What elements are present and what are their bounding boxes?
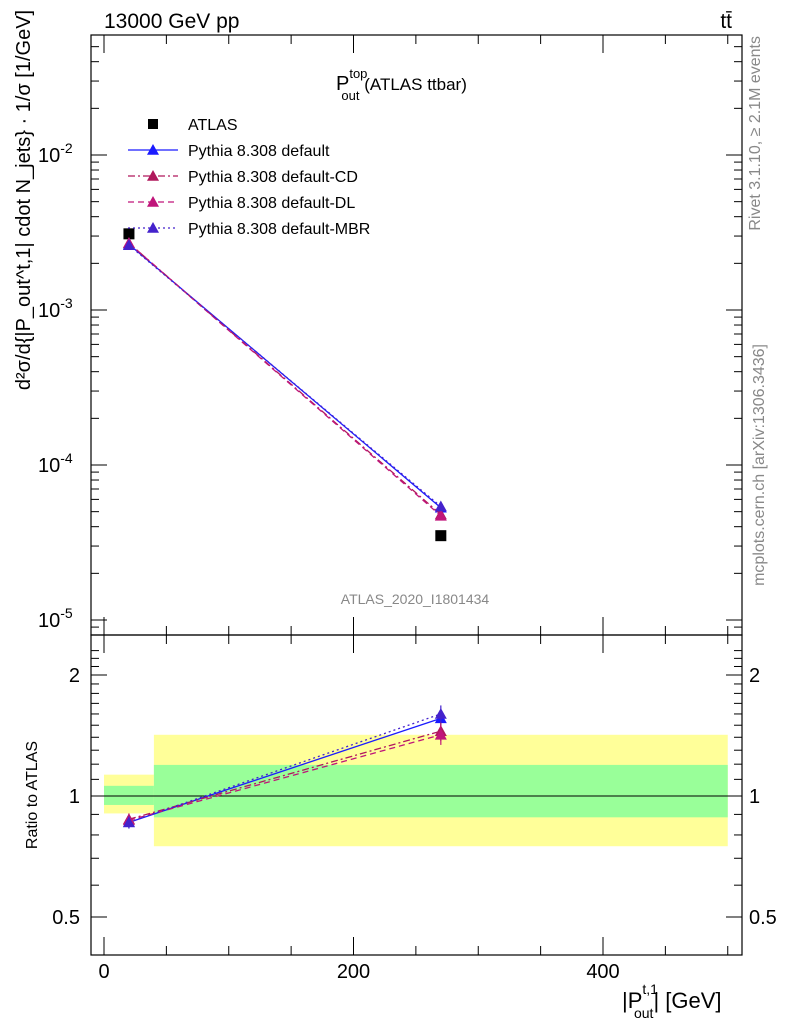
- main-y-axis-label: d²σ/d{|P_out^t,1| cdot N_jets} · 1/σ [1/…: [13, 10, 35, 390]
- legend-label: Pythia 8.308 default: [188, 143, 330, 160]
- main-axis-ticks: 10-5 10-4 10-3 10-2: [38, 46, 742, 632]
- legend-label: Pythia 8.308 default-DL: [188, 195, 355, 212]
- main-data-point: [123, 228, 135, 240]
- ratio-y-tick-label-right: 2: [749, 665, 760, 687]
- main-data-point: [122, 239, 135, 250]
- main-y-tick-label: 10-5: [38, 605, 73, 632]
- x-axis-label-sup: t,1: [642, 981, 658, 997]
- x-tick-label: 200: [337, 961, 370, 983]
- main-y-tick-label: 10-4: [38, 450, 73, 477]
- x-axis-label-sub: out: [634, 1005, 654, 1021]
- ratio-series-line: [128, 730, 442, 820]
- plot-title-sub: out: [341, 88, 359, 103]
- ratio-series-line: [128, 717, 442, 823]
- legend-marker: [147, 222, 159, 233]
- ratio-y-tick-label-left: 0.5: [52, 907, 80, 929]
- ratio-plot-frame: [90, 634, 743, 956]
- x-tick-label: 400: [586, 961, 619, 983]
- legend-label: ATLAS: [188, 117, 238, 134]
- x-axis-label-main: |P: [622, 988, 642, 1013]
- ratio-y-axis-label: Ratio to ATLAS: [24, 741, 41, 849]
- legend-label: Pythia 8.308 default-CD: [188, 169, 358, 186]
- legend-label: Pythia 8.308 default-MBR: [188, 221, 370, 238]
- mcplots-label: mcplots.cern.ch [arXiv:1306.3436]: [751, 344, 768, 586]
- main-series-line: [128, 242, 442, 517]
- analysis-label: ATLAS_2020_I1801434: [341, 591, 490, 607]
- ratio-y-tick-label-left: 2: [69, 665, 80, 687]
- process-label: tt̄: [720, 10, 732, 33]
- x-axis-label: |Pt,1 out| [GeV]: [622, 981, 722, 1021]
- plot-title-main: P: [336, 73, 349, 95]
- ratio-axis-ticks: 0.5 0.5 1 1 2 2: [52, 650, 777, 929]
- legend-marker: [147, 144, 159, 155]
- x-axis-ticks: 0 200 400: [98, 35, 729, 983]
- legend: ATLAS Pythia 8.308 default Pythia 8.308 de…: [128, 117, 370, 238]
- ratio-y-tick-label-left: 1: [69, 786, 80, 808]
- main-series-group: [122, 228, 447, 542]
- rivet-label: Rivet 3.1.10, ≥ 2.1M events: [747, 36, 764, 231]
- main-y-tick-label: 10-2: [38, 140, 73, 167]
- ratio-band-stat: [153, 764, 728, 818]
- ratio-data-point: [434, 728, 447, 740]
- plot-title: Ptop out (ATLAS ttbar): [336, 66, 467, 103]
- main-data-point: [434, 509, 447, 521]
- main-data-point: [435, 530, 447, 542]
- main-data-point: [434, 500, 447, 512]
- ratio-data-point: [434, 707, 447, 719]
- main-y-tick-label: 10-3: [38, 295, 73, 322]
- energy-label: 13000 GeV pp: [104, 10, 239, 33]
- x-tick-label: 0: [98, 961, 109, 983]
- x-axis-label-suffix: | [GeV]: [653, 988, 721, 1013]
- ratio-band-stat: [104, 785, 154, 805]
- ratio-series-line: [128, 713, 442, 823]
- main-series-line: [128, 242, 442, 515]
- ratio-y-tick-label-right: 1: [749, 786, 760, 808]
- plot-title-sup: top: [349, 66, 367, 81]
- ratio-series-line: [128, 734, 441, 821]
- ratio-data-point: [122, 816, 135, 828]
- legend-marker: [147, 170, 159, 181]
- ratio-uncertainty-bands: [104, 734, 728, 847]
- plot-title-suffix: (ATLAS ttbar): [360, 75, 467, 94]
- legend-marker: [147, 196, 159, 207]
- main-series-line: [128, 243, 442, 509]
- legend-marker: [148, 119, 158, 129]
- ratio-series-group: [122, 705, 447, 829]
- ratio-y-tick-label-right: 0.5: [749, 907, 777, 929]
